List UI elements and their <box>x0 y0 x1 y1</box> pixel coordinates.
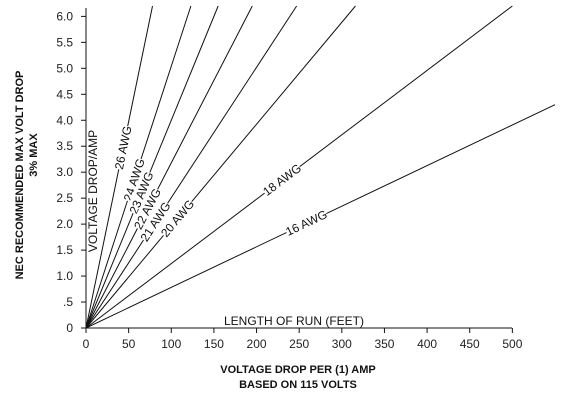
x-tick-label: 150 <box>204 337 224 351</box>
x-tick-label: 200 <box>247 337 267 351</box>
y-axis-title-line1: NEC RECOMMENDED MAX VOLT DROP <box>14 71 26 280</box>
series-line <box>85 5 298 329</box>
x-axis-title-line2: BASED ON 115 VOLTS <box>239 379 357 391</box>
y-tick-label: 2.0 <box>56 217 73 231</box>
y-tick-label: 3.0 <box>56 165 73 179</box>
y-tick-label: 2.5 <box>56 191 73 205</box>
y-tick-label: .5 <box>63 295 73 309</box>
series-label: 16 AWG <box>283 207 329 239</box>
x-tick-label: 350 <box>374 337 394 351</box>
series-line <box>85 5 219 329</box>
x-tick-label: 500 <box>502 337 522 351</box>
x-tick-label: 50 <box>122 337 136 351</box>
y-tick-label: 6.0 <box>56 9 73 23</box>
series-label-bg <box>130 185 163 231</box>
y-tick-label: 5.0 <box>56 61 73 75</box>
series-label-bg <box>137 199 173 244</box>
y-axis-title-line2: 3% MAX <box>28 133 40 177</box>
series-label: 18 AWG <box>260 161 304 199</box>
series-line <box>85 5 253 329</box>
series-label-bg <box>126 169 155 216</box>
y-tick-label: 4.5 <box>56 87 73 101</box>
x-tick-label: 100 <box>161 337 181 351</box>
series-line <box>85 5 356 329</box>
x-tick-label: 450 <box>460 337 480 351</box>
series-label-bg <box>120 156 147 203</box>
y-tick-label: 4.0 <box>56 113 73 127</box>
x-tick-label: 300 <box>332 337 352 351</box>
y-tick-label: 0 <box>66 321 73 335</box>
x-tick-label: 400 <box>417 337 437 351</box>
plot-area: 0 50 100 150 200 250 300 350 400 450 500 0 .5 1.0 1.5 2… <box>56 5 556 351</box>
series-label-bg <box>283 206 329 238</box>
x-tick-label: 250 <box>289 337 309 351</box>
y-tick-label: 1.0 <box>56 269 73 283</box>
y-tick-label: 5.5 <box>56 35 73 49</box>
y-tick-label: 3.5 <box>56 139 73 153</box>
y-tick-label: 1.5 <box>56 243 73 257</box>
series-label-bg <box>260 160 303 198</box>
series-label-bg <box>157 196 196 239</box>
series-label-bg <box>111 124 134 171</box>
x-tick-label: 0 <box>83 337 90 351</box>
inner-x-label: LENGTH OF RUN (FEET) <box>224 314 364 328</box>
inner-y-label: VOLTAGE DROP/AMP <box>86 130 100 252</box>
x-axis-title-line1: VOLTAGE DROP PER (1) AMP <box>220 364 375 376</box>
